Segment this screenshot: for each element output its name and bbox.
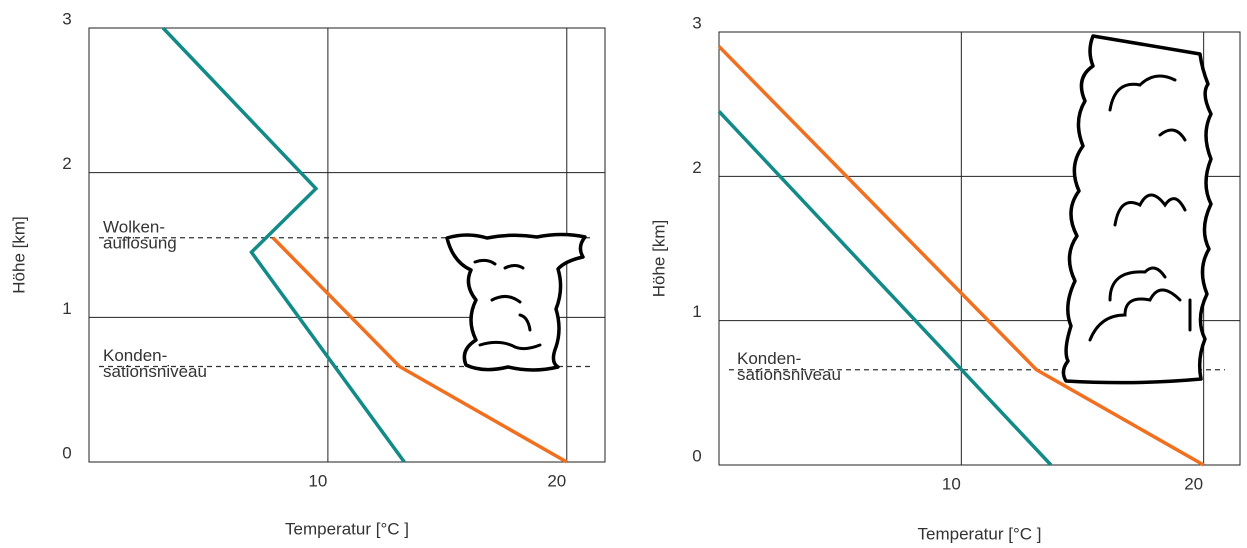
- reference-label: Wolken-: [103, 217, 165, 236]
- x-axis-title: Temperatur [°C ]: [918, 524, 1042, 543]
- x-tick-label: 10: [308, 471, 327, 490]
- x-tick-label: 20: [547, 471, 566, 490]
- reference-label: Konden-: [103, 346, 167, 365]
- y-axis-title: Höhe [km]: [9, 216, 28, 293]
- reference-label: sationsniveau: [737, 365, 841, 384]
- y-tick-label: 1: [62, 299, 71, 318]
- x-tick-label: 10: [942, 474, 961, 493]
- x-tick-label: 20: [1184, 474, 1203, 493]
- y-axis-title: Höhe [km]: [649, 220, 668, 297]
- line-series: [717, 110, 1053, 467]
- line-series: [717, 45, 1205, 467]
- cloud-drawings: [445, 34, 1213, 385]
- cloud: [445, 232, 587, 372]
- y-tick-label: 0: [692, 446, 701, 465]
- y-tick-label: 2: [62, 154, 71, 173]
- y-tick-label: 2: [692, 158, 701, 177]
- y-tick-label: 1: [692, 302, 701, 321]
- reference-label: Konden-: [737, 349, 801, 368]
- cloud-stroke: [473, 258, 542, 351]
- x-axis-title: Temperatur [°C ]: [285, 519, 409, 538]
- cloud-stroke: [1088, 74, 1192, 342]
- line-series: [271, 236, 568, 464]
- y-tick-label: 3: [692, 13, 701, 32]
- line-series: [161, 26, 406, 464]
- y-tick-label: 0: [62, 443, 71, 462]
- y-tick-label: 3: [62, 9, 71, 28]
- reference-label: sationsniveau: [103, 362, 207, 381]
- reference-label: auflösung: [103, 233, 177, 252]
